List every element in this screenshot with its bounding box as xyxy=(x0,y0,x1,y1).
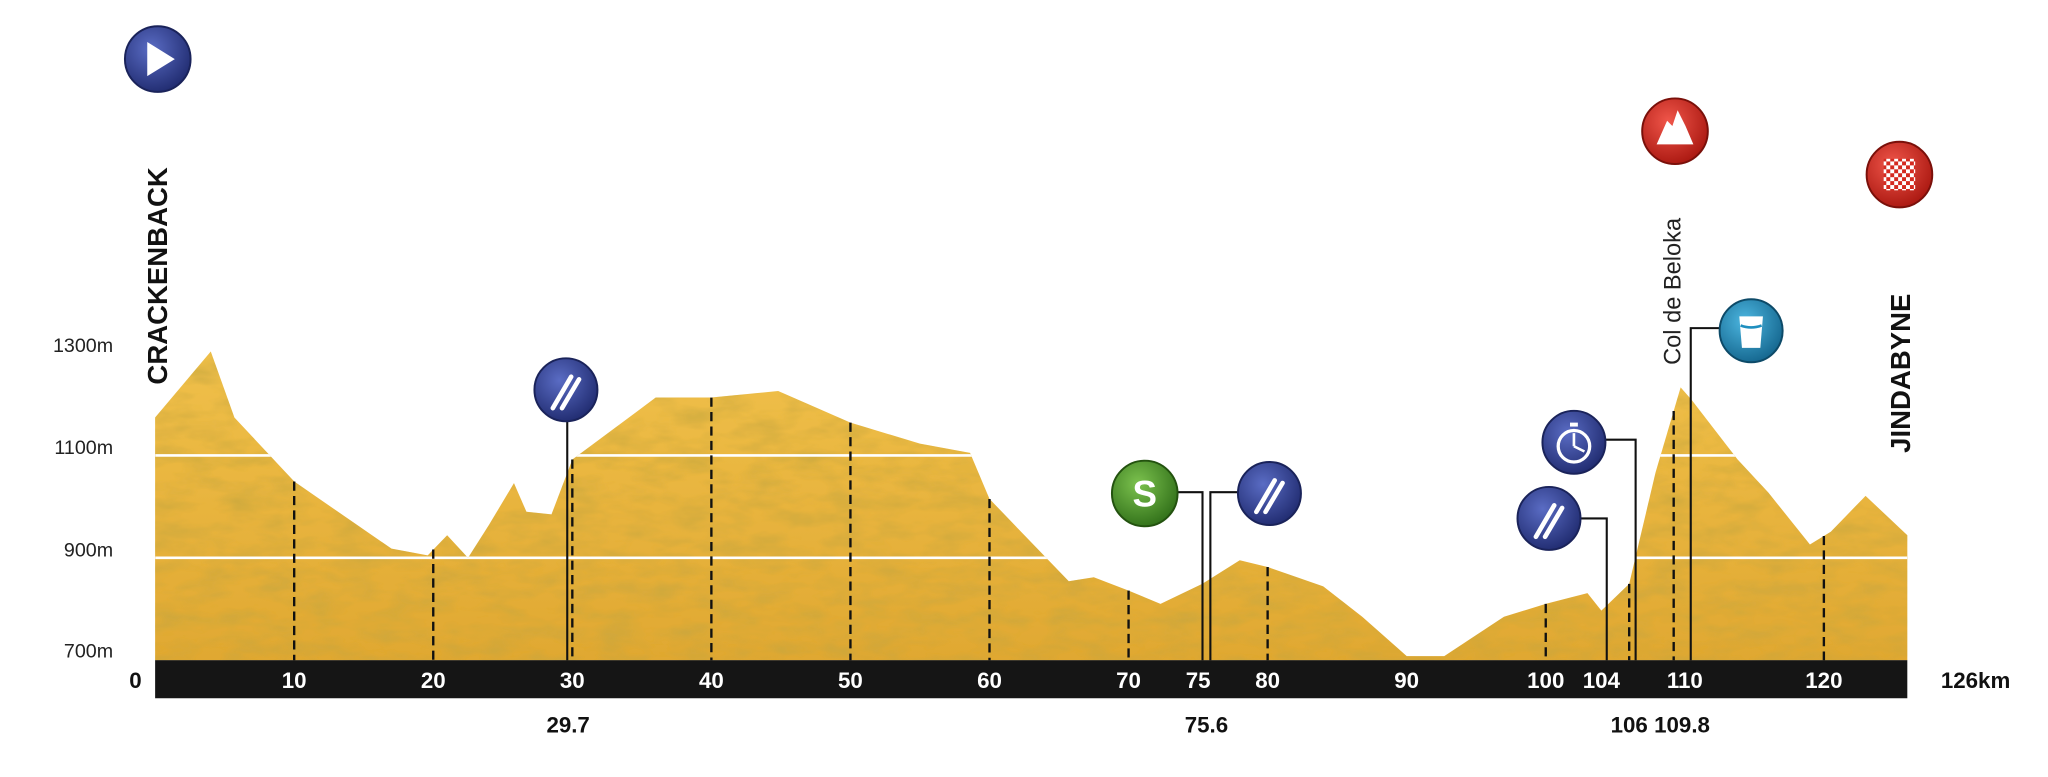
feed-zone-icon xyxy=(1516,485,1582,551)
km-markers xyxy=(293,397,1826,661)
x-tick-label: 100 xyxy=(1527,668,1564,693)
x-tick-label: 80 xyxy=(1255,668,1280,693)
y-tick-label: 700m xyxy=(64,641,113,663)
time-check-icon xyxy=(1541,409,1607,475)
feed-zone-icon xyxy=(533,357,599,423)
y-axis-labels: 700m 900m 1100m 1300m xyxy=(53,335,113,663)
x-axis-labels: 0 10 20 30 40 50 60 70 75 80 90 100 104 110 120 126km xyxy=(129,668,2010,693)
terrain-profile xyxy=(155,351,1908,661)
point-distance-labels: 29.7 75.6 106 109.8 xyxy=(546,712,1709,737)
finish-checkered-icon xyxy=(1865,140,1934,209)
water-icon xyxy=(1718,298,1784,364)
connector-feed-75-6 xyxy=(1209,491,1238,661)
x-tick-label: 50 xyxy=(838,668,863,693)
terrain-area xyxy=(155,351,1908,661)
x-tick-label: 75 xyxy=(1186,668,1211,693)
sprint-icon: S xyxy=(1110,459,1179,528)
point-distance-label: 106 xyxy=(1611,712,1648,737)
sprint-letter: S xyxy=(1132,474,1157,515)
finish-town-label: JINDABYNE xyxy=(1885,294,1916,453)
x-tick-label: 30 xyxy=(560,668,585,693)
x-tick-label: 10 xyxy=(282,668,307,693)
distance-bar xyxy=(155,660,1908,699)
point-distance-label: 109.8 xyxy=(1654,712,1710,737)
y-tick-label: 900m xyxy=(64,540,113,562)
start-town-label: CRACKENBACK xyxy=(142,167,173,384)
start-play-icon xyxy=(123,25,192,93)
y-tick-label: 1300m xyxy=(53,335,113,357)
x-tick-label: 20 xyxy=(421,668,446,693)
connector-feed-104 xyxy=(1580,517,1608,661)
x-tick-label: 90 xyxy=(1394,668,1419,693)
mountain-icon xyxy=(1641,97,1709,166)
x-tick-label: 110 xyxy=(1667,668,1703,693)
x-tick-label: 104 xyxy=(1583,668,1621,693)
connector-time-check xyxy=(1605,438,1637,661)
point-distance-label: 29.7 xyxy=(546,712,589,737)
icon-connectors xyxy=(566,327,1720,661)
point-distance-label: 75.6 xyxy=(1185,712,1228,737)
x-tick-label: 60 xyxy=(977,668,1002,693)
connector-water xyxy=(1689,327,1720,661)
x-tick-label: 70 xyxy=(1116,668,1141,693)
feed-zone-icon xyxy=(1236,461,1302,526)
x-tick-label: 40 xyxy=(699,668,724,693)
connector-sprint xyxy=(1176,491,1204,661)
x-tick-label: 0 xyxy=(129,668,141,693)
x-tick-label: 126km xyxy=(1941,668,2010,693)
climb-label: Col de Beloka xyxy=(1660,217,1686,365)
y-tick-label: 1100m xyxy=(54,437,113,459)
x-tick-label: 120 xyxy=(1805,668,1842,693)
